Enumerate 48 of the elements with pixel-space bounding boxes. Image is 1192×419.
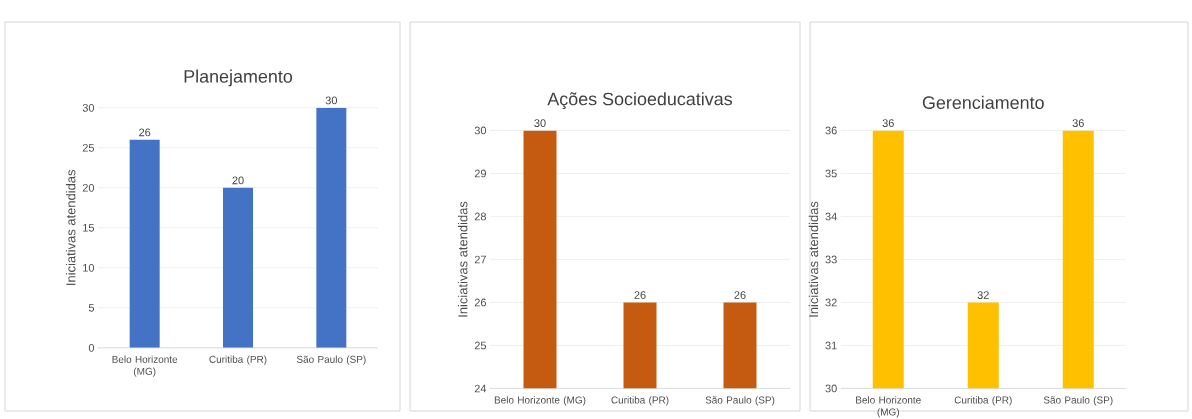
data-label: 36 bbox=[882, 119, 894, 127]
chart-title: Gerenciamento bbox=[922, 95, 1044, 109]
x-tick-label: São Paulo (SP) bbox=[1043, 396, 1113, 406]
y-tick-label: 0 bbox=[88, 343, 95, 352]
y-tick-label: 30 bbox=[825, 384, 837, 393]
data-label: 30 bbox=[325, 96, 337, 105]
y-tick-label: 20 bbox=[82, 183, 95, 192]
y-tick-label: 5 bbox=[88, 303, 95, 312]
y-tick-label: 36 bbox=[825, 126, 837, 135]
y-tick-label: 35 bbox=[825, 169, 837, 178]
y-tick-label: 25 bbox=[474, 341, 487, 350]
x-tick-label: Belo Horizonte (MG) bbox=[112, 355, 178, 377]
chart-title: Ações Socioeducativas bbox=[547, 92, 733, 109]
bar bbox=[129, 139, 160, 348]
y-tick-label: 34 bbox=[825, 212, 837, 221]
y-tick-label: 28 bbox=[474, 212, 486, 221]
y-tick-label: 30 bbox=[474, 126, 487, 135]
x-tick-label: Curitiba (PR) bbox=[954, 396, 1012, 406]
data-label: 36 bbox=[1072, 119, 1084, 127]
y-axis-title: Iniciativas atendidas bbox=[65, 169, 76, 285]
y-axis-title: Iniciativas atendidas bbox=[808, 201, 819, 317]
y-tick-label: 15 bbox=[83, 223, 95, 232]
x-tick-label: São Paulo (SP) bbox=[705, 396, 775, 406]
bar bbox=[316, 107, 347, 348]
x-tick-label: Belo Horizonte (MG) bbox=[494, 396, 586, 406]
y-tick-label: 31 bbox=[825, 341, 837, 350]
y-tick-label: 33 bbox=[825, 255, 837, 264]
y-tick-label: 10 bbox=[83, 263, 95, 272]
y-tick-label: 30 bbox=[82, 103, 95, 112]
x-tick-label: Curitiba (PR) bbox=[209, 355, 267, 365]
bar bbox=[223, 187, 254, 348]
chart-title: Planejamento bbox=[184, 69, 293, 87]
y-tick-label: 24 bbox=[474, 384, 487, 393]
y-axis-title: Iniciativas atendidas bbox=[457, 201, 468, 317]
data-label: 26 bbox=[634, 291, 646, 299]
y-tick-label: 29 bbox=[474, 169, 486, 178]
y-tick-label: 25 bbox=[82, 143, 95, 152]
data-label: 20 bbox=[232, 176, 244, 185]
x-tick-label: São Paulo (SP) bbox=[296, 355, 366, 365]
x-tick-label: Belo Horizonte (MG) bbox=[856, 396, 921, 418]
x-tick-label: Curitiba (PR) bbox=[611, 396, 669, 406]
data-label: 26 bbox=[734, 291, 746, 299]
data-label: 30 bbox=[534, 119, 546, 127]
y-tick-label: 32 bbox=[825, 298, 837, 307]
y-tick-label: 26 bbox=[474, 298, 486, 307]
y-tick-label: 27 bbox=[474, 255, 486, 264]
data-label: 32 bbox=[977, 291, 989, 299]
data-label: 26 bbox=[139, 128, 151, 137]
